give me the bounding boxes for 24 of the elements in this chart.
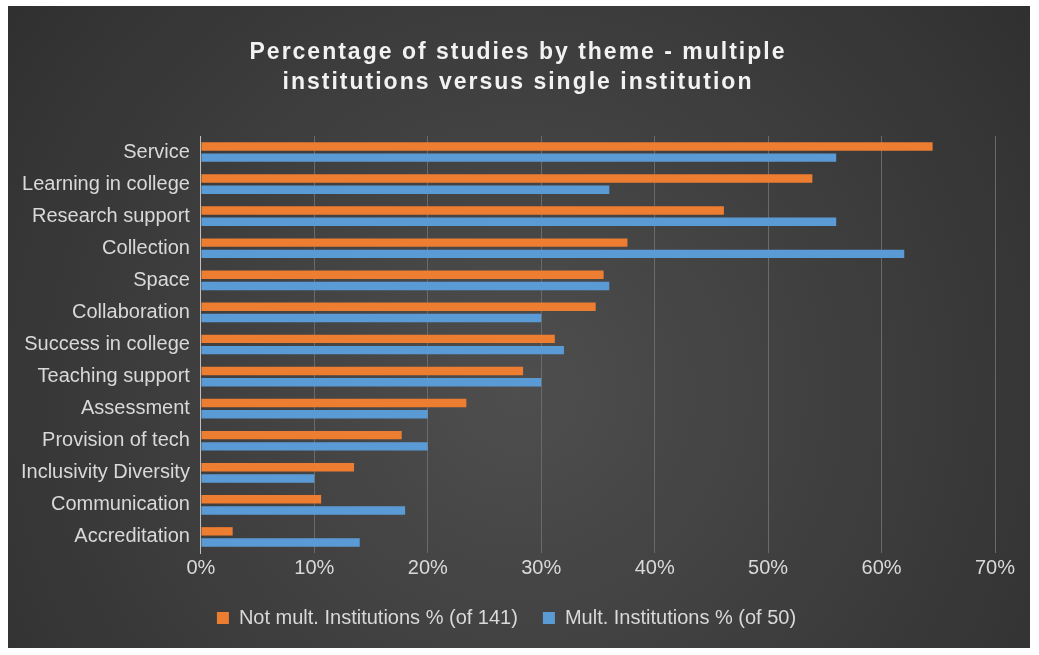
x-tick-label: 60% <box>861 555 902 578</box>
y-tick-label: Assessment <box>80 396 191 419</box>
x-tick-label: 20% <box>407 555 449 578</box>
y-tick-label: Research support <box>32 203 191 226</box>
y-tick-label: Service <box>123 139 190 162</box>
y-tick-label: Inclusivity Diversity <box>20 460 190 483</box>
legend-label: Not mult. Institutions % (of 141) <box>238 605 518 628</box>
y-tick-label: Accreditation <box>74 524 190 547</box>
y-tick-label: Communication <box>50 492 190 515</box>
x-tick-label: 50% <box>748 555 789 578</box>
y-tick-label: Teaching support <box>37 364 191 387</box>
chart-title: Percentage of studies by theme - multiple institutions versus single institution <box>248 37 788 96</box>
legend-label: Mult. Institutions % (of 50) <box>564 605 797 628</box>
y-tick-label: Collaboration <box>72 299 190 322</box>
y-tick-label: Learning in college <box>22 171 190 194</box>
x-tick-label: 40% <box>634 555 675 578</box>
y-tick-label: Collection <box>102 235 190 258</box>
x-tick-label: 70% <box>974 555 1016 578</box>
y-tick-label: Success in college <box>24 332 190 355</box>
y-tick-label: Provision of tech <box>42 428 190 451</box>
y-tick-label: Space <box>133 267 190 290</box>
x-tick-label: 30% <box>521 555 562 578</box>
x-tick-label: 0% <box>186 555 216 578</box>
x-tick-label: 10% <box>294 555 335 578</box>
